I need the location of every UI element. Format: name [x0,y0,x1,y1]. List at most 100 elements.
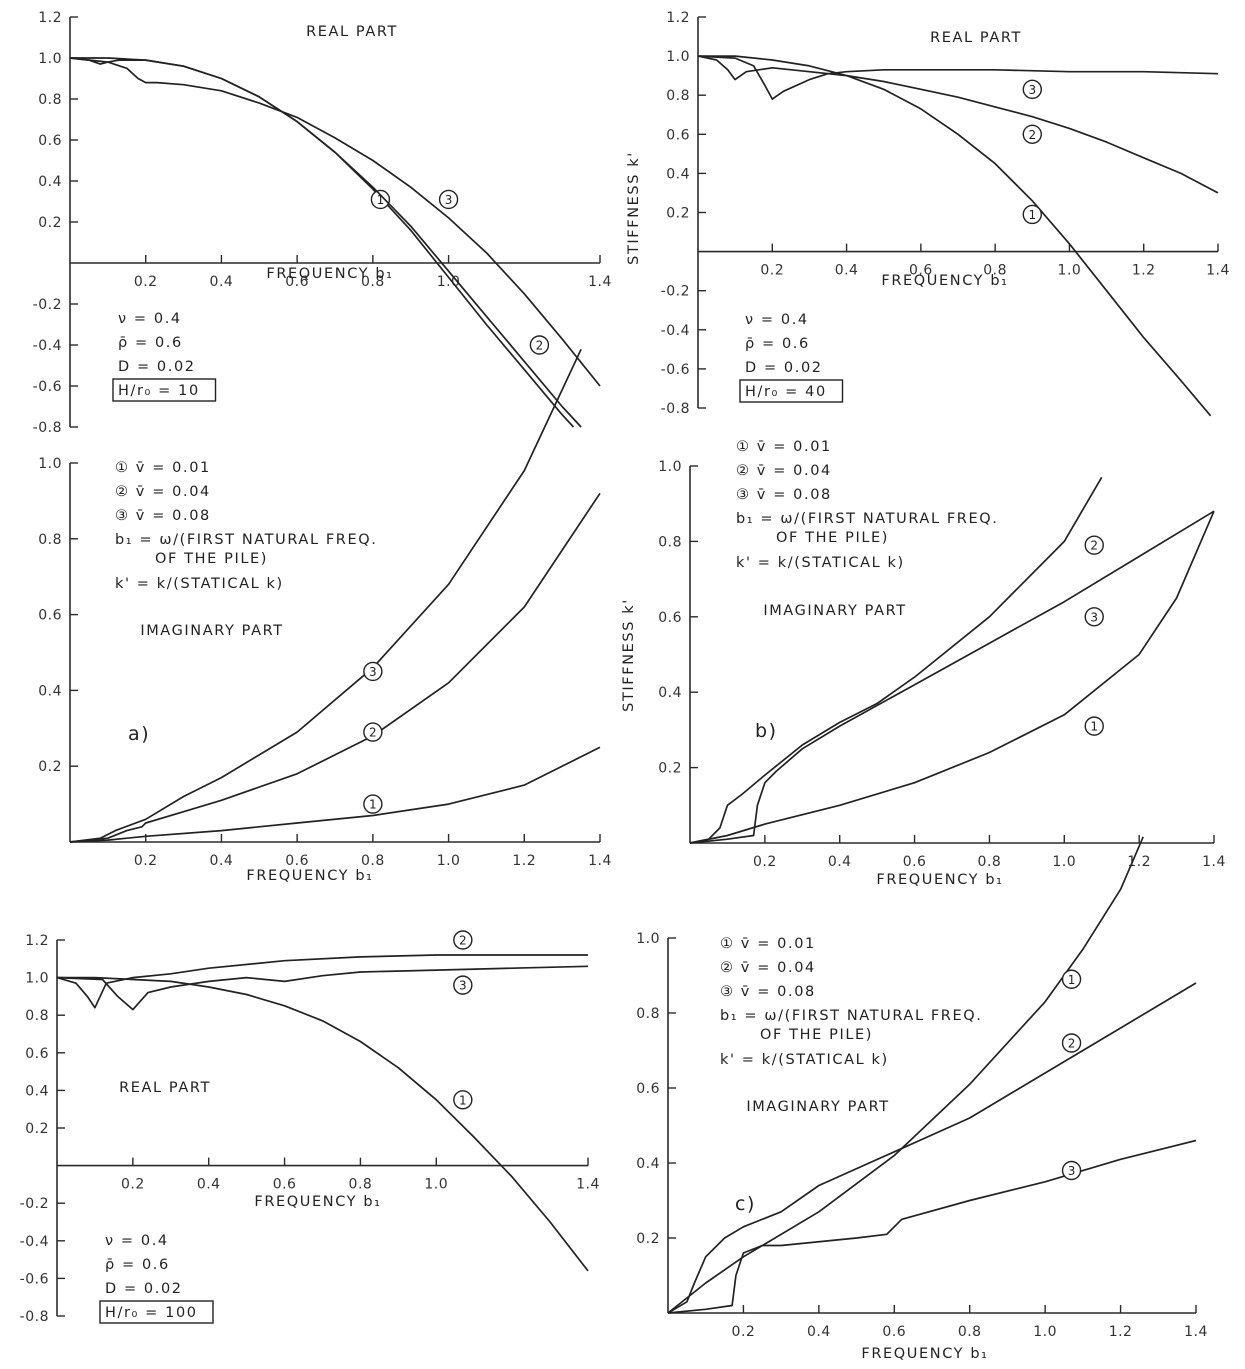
series-marker-3: 3 [1022,79,1042,100]
y-tick-label: 0.2 [666,206,690,222]
definition-note: b₁ = ω/(FIRST NATURAL FREQ. [736,511,998,527]
y-tick-label: 0.4 [25,1083,49,1099]
x-axis-label: FREQUENCY b₁ [266,266,393,282]
legend-entry: ③ v̄ = 0.08 [720,984,816,1000]
legend-entry: ① v̄ = 0.01 [720,936,816,952]
x-tick-label: 0.2 [732,1324,756,1340]
series-marker-1: 1 [370,189,391,210]
x-tick-label: 1.0 [1033,1324,1057,1340]
y-tick-label: 0.6 [25,1046,49,1062]
series-line-3 [56,965,589,1011]
series-line-1 [689,510,1215,844]
y-tick-label: 0.6 [38,133,62,149]
x-axis-label: FREQUENCY b₁ [881,273,1008,289]
chart-title: IMAGINARY PART [763,603,906,619]
x-tick-label: 0.6 [882,1324,906,1340]
y-tick-label: -0.2 [661,284,690,300]
y-tick-label: 0.8 [25,1008,49,1024]
definition-note: OF THE PILE) [776,530,889,546]
series-line-1 [667,836,1144,1314]
x-tick-label: 1.4 [1184,1324,1208,1340]
x-tick-label: 1.4 [1206,263,1230,279]
parameter-text: D = 0.02 [105,1281,183,1297]
x-tick-label: 1.4 [576,1177,600,1193]
series-marker-1: 1 [453,1090,473,1110]
parameter-text: ρ̄ = 0.6 [105,1257,170,1273]
parameter-text: ν = 0.4 [118,311,182,327]
x-tick-label: 0.8 [958,1324,982,1340]
y-tick-label: 0.8 [636,1006,660,1022]
definition-note: OF THE PILE) [760,1027,873,1043]
definition-note: b₁ = ω/(FIRST NATURAL FREQ. [115,532,377,548]
y-tick-label: 0.4 [38,683,62,699]
series-line-3 [69,57,601,387]
y-tick-label: -0.4 [33,338,62,354]
parameter-box [99,1300,214,1324]
x-tick-label: 0.4 [210,274,234,290]
y-axis-label: STIFFNESS k' [626,151,642,265]
y-tick-label: 1.0 [38,456,62,472]
chart-title: REAL PART [119,1080,211,1096]
y-tick-label: 1.0 [25,971,49,987]
y-tick-label: 1.0 [666,49,690,65]
y-tick-label: 0.2 [38,759,62,775]
definition-note: b₁ = ω/(FIRST NATURAL FREQ. [720,1008,982,1024]
y-tick-label: 0.8 [38,532,62,548]
y-tick-label: 0.4 [666,166,690,182]
y-tick-label: -0.2 [20,1196,49,1212]
definition-note: k' = k/(STATICAL k) [720,1052,889,1068]
x-axis-label: FREQUENCY b₁ [876,872,1003,888]
series-marker-label: 3 [1068,1164,1076,1178]
series-marker-label: 1 [1090,720,1098,734]
y-tick-label: 0.6 [38,608,62,624]
parameter-text: ρ̄ = 0.6 [118,335,183,351]
parameter-text: D = 0.02 [118,359,196,375]
series-marker-label: 1 [459,1093,467,1107]
series-marker-3: 3 [363,661,383,682]
x-tick-label: 0.6 [285,274,309,290]
parameter-text: H/r₀ = 10 [118,383,200,399]
y-tick-label: 0.4 [38,174,62,190]
parameter-box [739,379,844,403]
chart-b-real: 1.2 1.0 0.8 0.6 0.4 0.2 -0.2 -0.4 -0.6 -0.8 0.2 0.4… [626,10,1230,417]
y-tick-label: -0.6 [661,362,690,378]
legend: ① v̄ = 0.01 ② v̄ = 0.04 ③ v̄ = 0.08 b₁ = ω/… [115,460,377,592]
y-tick-label: 1.0 [38,51,62,67]
chart-b-imag: 1.0 0.8 0.6 0.4 0.2 0.2 0.4 0.6 0.8 1.0 1.2 1.4 FREQ… [621,439,1225,888]
parameters-block: ν = 0.4 ρ̄ = 0.6 D = 0.02 H/r₀ = 10 [112,311,217,402]
series-marker-label: 1 [369,798,377,812]
x-tick-label: 0.4 [828,854,852,870]
y-tick-label: 0.8 [38,92,62,108]
y-tick-label: -0.4 [661,323,690,339]
y-tick-label: 0.4 [658,685,682,701]
series-marker-2: 2 [1022,124,1042,145]
series-marker-label: 3 [445,193,453,207]
y-tick-label: 1.2 [25,933,49,949]
chart-a-imag: 1.0 0.8 0.6 0.4 0.2 0.2 0.4 0.6 0.8 1.0 1.2 1.4 FREQ… [38,348,611,884]
x-tick-label: 1.4 [588,274,612,290]
series-marker-label: 1 [1028,208,1036,222]
y-tick-label: -0.6 [33,379,62,395]
y-tick-label: 0.6 [636,1081,660,1097]
x-tick-label: 0.8 [978,854,1002,870]
y-tick-label: 0.8 [666,88,690,104]
x-tick-label: 1.0 [437,853,461,869]
series-marker-1: 1 [1084,716,1104,736]
x-tick-label: 1.0 [1052,854,1076,870]
chart-c-imag: 1.0 0.8 0.6 0.4 0.2 0.2 0.4 0.6 0.8 1.0 1.2 1.4 FREQ… [636,836,1208,1362]
legend-entry: ① v̄ = 0.01 [736,439,832,455]
chart-title: REAL PART [930,30,1022,46]
chart-a-real: 1.2 1.0 0.8 0.6 0.4 0.2 -0.2 -0.4 -0.6 -0.8 0.2 0.4… [33,10,612,436]
series-marker-label: 3 [369,665,377,679]
parameter-text: H/r₀ = 40 [745,384,827,400]
x-axis-label: FREQUENCY b₁ [254,1194,381,1210]
series-marker-label: 2 [1068,1037,1076,1051]
series-line-3 [697,55,1219,100]
series-marker-label: 2 [369,726,377,740]
parameter-text: D = 0.02 [745,360,823,376]
y-tick-label: 0.2 [636,1231,660,1247]
x-tick-label: 0.4 [835,263,859,279]
series-line-2 [69,492,601,843]
x-tick-label: 1.2 [1127,854,1151,870]
x-axis-label: FREQUENCY b₁ [861,1346,988,1362]
